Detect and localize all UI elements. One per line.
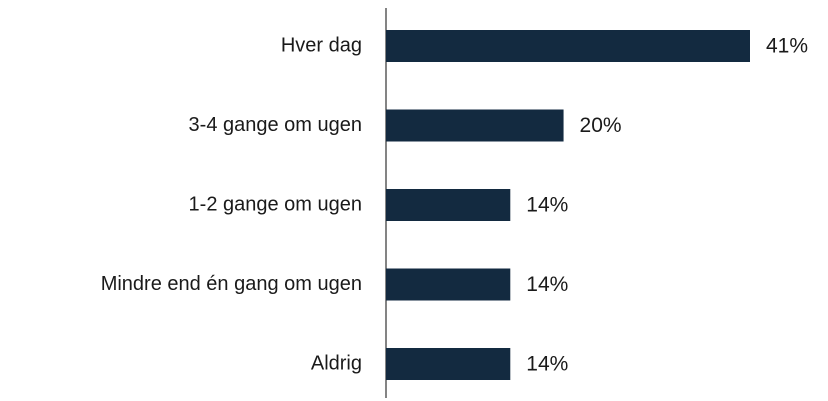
- bar: [386, 268, 511, 301]
- value-label: 14%: [526, 194, 568, 217]
- bar: [386, 30, 750, 62]
- category-label: Aldrig: [311, 352, 362, 374]
- bar: [386, 109, 564, 142]
- value-label: 20%: [580, 114, 622, 137]
- category-label: 1-2 gange om ugen: [189, 193, 362, 215]
- value-label: 14%: [526, 353, 568, 376]
- value-label: 14%: [526, 273, 568, 296]
- category-label: 3-4 gange om ugen: [189, 114, 362, 136]
- category-label: Mindre end én gang om ugen: [101, 273, 362, 295]
- bar: [386, 348, 511, 380]
- category-label: Hver dag: [281, 34, 362, 56]
- bar: [386, 189, 511, 221]
- value-label: 41%: [766, 35, 808, 58]
